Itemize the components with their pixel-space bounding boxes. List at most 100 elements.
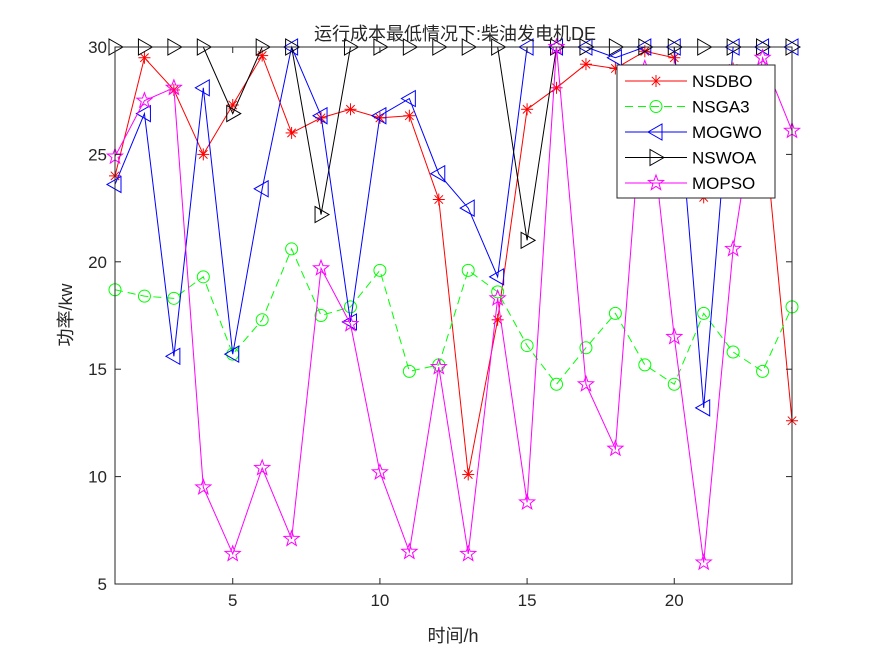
data-point [579,58,592,71]
data-point [782,38,799,56]
y-tick-label: 5 [98,575,107,594]
x-tick-label: 15 [518,591,537,610]
data-point [135,104,151,123]
data-point [462,468,475,481]
data-point [285,242,299,256]
data-point [314,205,331,224]
data-point [400,89,416,108]
x-axis-label: 时间/h [427,626,478,646]
data-point [312,106,328,125]
data-point [108,38,125,56]
data-point [255,313,269,327]
data-point [488,288,507,306]
data-point [253,179,269,198]
legend-marker [649,100,663,113]
data-point [403,109,416,122]
data-point [223,544,242,562]
data-point [282,529,301,547]
legend-item-nswoa: NSWOA [625,149,757,168]
data-point [550,377,564,391]
legend-label: NSWOA [692,149,757,168]
data-point [753,48,772,66]
x-tick-label: 20 [665,591,684,610]
data-point [579,341,593,355]
data-point [665,327,684,345]
ticks: 5 10 15 20 5 10 15 20 25 30 [88,38,792,610]
data-point [194,78,210,97]
data-point [606,48,622,67]
legend: NSDBO NSGA3 MOGWO NSWOA MOPSO [616,64,776,199]
data-point [314,309,328,322]
data-point [756,364,770,378]
legend-marker [649,148,666,167]
data-point [343,300,357,314]
legend-marker [647,173,665,191]
data-point [105,175,122,194]
data-point [726,345,740,359]
data-point [135,91,154,109]
data-point [226,104,242,123]
legend-item-nsdbo: NSDBO [625,72,752,91]
legend-item-mopso: MOPSO [625,173,755,193]
data-point [223,345,240,364]
data-point [373,263,387,277]
data-point [285,126,298,139]
data-point [370,106,387,125]
legend-marker [646,123,663,141]
data-point [488,267,505,286]
data-point [400,542,419,560]
y-axis-label: 功率/kw [56,282,76,346]
x-tick-label: 10 [370,591,389,610]
data-point [137,289,151,303]
data-point [518,492,537,510]
data-point [429,164,446,183]
legend-label: NSGA3 [692,98,750,117]
data-point [432,193,445,206]
data-point [638,358,652,372]
data-point [697,306,711,320]
legend-item-mogwo: MOGWO [625,123,762,142]
data-point [694,552,713,571]
legend-label: NSDBO [692,72,752,91]
legend-item-nsga3: NSGA3 [625,98,750,117]
data-point [341,314,360,332]
data-point [724,239,743,257]
data-point [694,399,711,417]
data-point [402,364,416,378]
y-tick-label: 20 [88,253,107,272]
data-point [461,263,475,277]
data-point [576,374,595,392]
legend-label: MOGWO [692,123,762,142]
series-line [114,46,793,563]
data-point [459,544,478,562]
x-tick-label: 5 [228,591,237,610]
axes-box [114,46,793,585]
y-tick-label: 10 [88,468,107,487]
data-point [164,78,183,96]
data-point [370,462,389,480]
y-tick-label: 25 [88,145,107,164]
data-point [164,347,181,366]
data-point [520,231,537,250]
data-point [196,270,210,284]
data-point [197,148,210,161]
data-point [520,339,534,353]
data-point [344,103,357,116]
chart-title: 运行成本最低情况下:柴油发电机DE [314,24,596,44]
y-tick-label: 15 [88,360,107,379]
data-point [547,37,566,55]
data-point [491,285,505,299]
data-point [459,199,475,217]
data-point [668,51,681,64]
legend-marker [650,75,662,87]
data-point [138,51,151,64]
data-point [608,306,622,320]
legend-label: MOPSO [692,174,755,193]
data-point [429,357,448,375]
data-point [312,258,331,276]
data-point [521,103,534,116]
y-tick-label: 30 [88,38,107,57]
data-point [194,477,213,496]
data-point [253,458,272,476]
